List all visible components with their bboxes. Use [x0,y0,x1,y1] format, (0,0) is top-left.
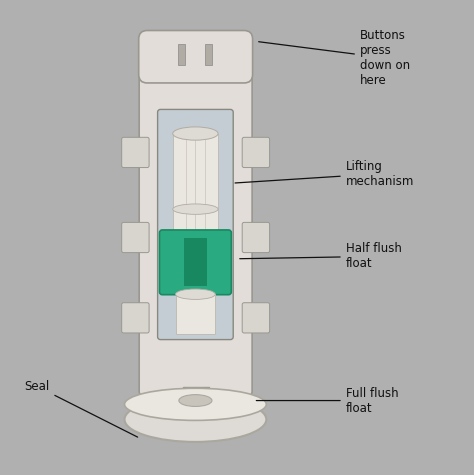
FancyBboxPatch shape [139,30,253,83]
Text: Lifting
mechanism: Lifting mechanism [235,160,414,188]
Bar [182,387,209,410]
Ellipse shape [125,388,266,420]
Ellipse shape [173,127,218,140]
Text: Buttons
press
down on
here: Buttons press down on here [259,29,410,87]
FancyBboxPatch shape [242,137,270,168]
FancyBboxPatch shape [122,137,149,168]
Bar [183,238,207,286]
Bar [178,44,185,65]
FancyBboxPatch shape [242,303,270,333]
FancyBboxPatch shape [242,222,270,253]
Text: Full flush
float: Full flush float [256,387,398,415]
Ellipse shape [173,204,218,214]
Bar [175,294,215,334]
FancyBboxPatch shape [122,303,149,333]
FancyBboxPatch shape [122,222,149,253]
Text: Half flush
float: Half flush float [240,242,401,270]
FancyBboxPatch shape [157,109,233,340]
Bar [173,133,218,238]
Ellipse shape [179,395,212,407]
Text: Seal: Seal [24,380,137,437]
FancyBboxPatch shape [159,230,231,294]
Ellipse shape [175,289,215,299]
Bar [205,44,212,65]
Ellipse shape [125,397,266,442]
FancyBboxPatch shape [139,59,252,397]
